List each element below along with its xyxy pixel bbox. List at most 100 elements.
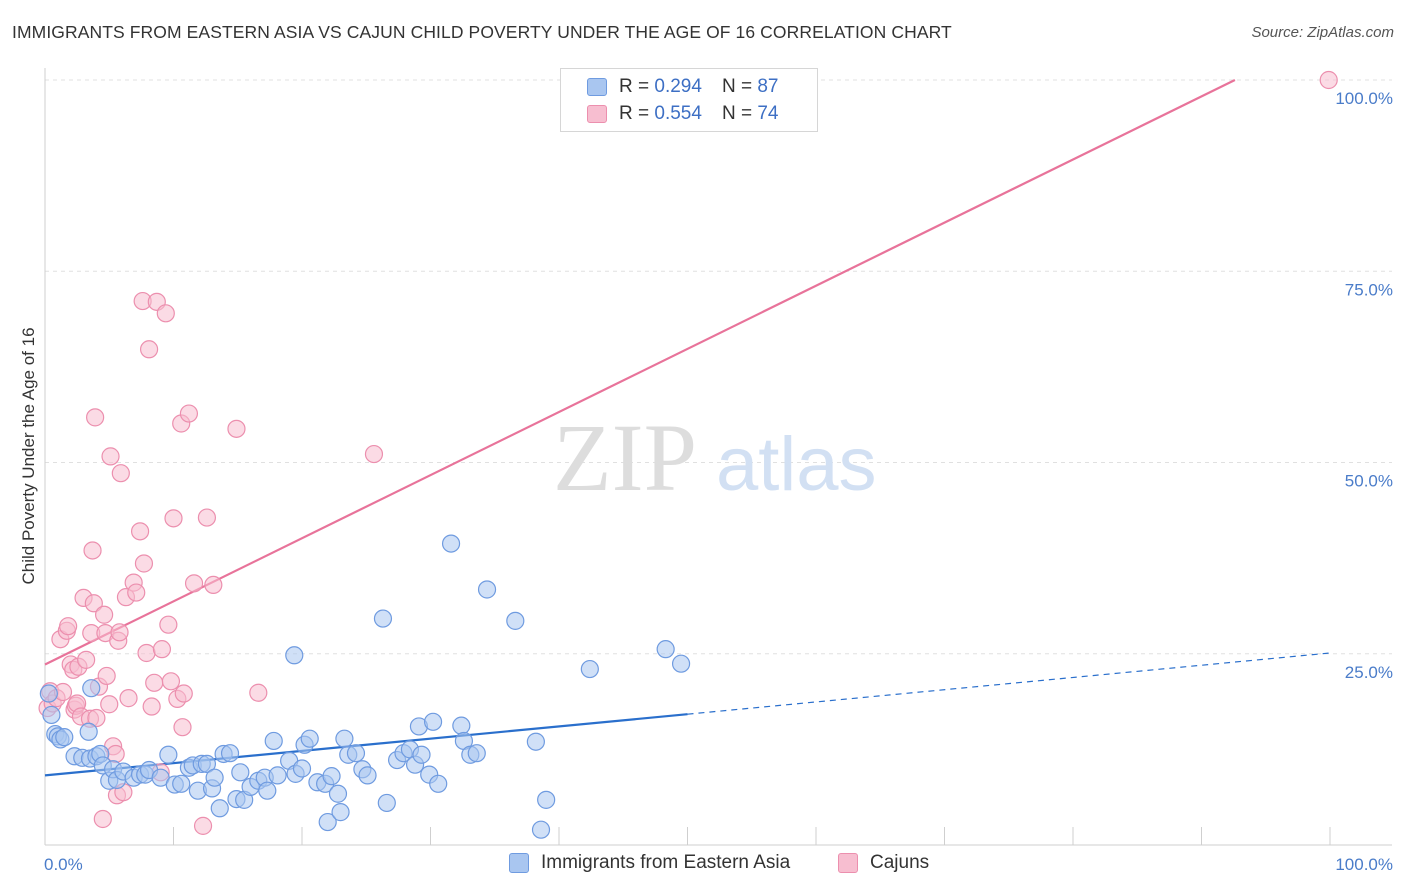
legend-swatch-cajuns	[587, 105, 607, 123]
point-cajun	[100, 695, 119, 714]
point-cajun	[174, 684, 193, 703]
legend-r-value: 0.554	[654, 103, 702, 124]
watermark: ZIP atlas	[553, 404, 877, 511]
point-cajun	[130, 522, 150, 541]
point-cajun	[152, 640, 172, 659]
legend-label-eastern-asia: Immigrants from Eastern Asia	[541, 852, 791, 873]
point-eastern-asia	[373, 609, 393, 628]
point-cajun	[197, 508, 217, 527]
legend-r-value: 0.294	[654, 76, 702, 97]
point-cajun	[86, 408, 105, 427]
point-cajun	[127, 583, 146, 602]
point-cajun	[159, 615, 178, 634]
point-cajun	[83, 541, 102, 560]
x-tick-label: 0.0%	[44, 855, 83, 874]
y-axis-label: Child Poverty Under the Age of 16	[19, 327, 38, 584]
point-eastern-asia	[441, 534, 461, 553]
point-cajun	[134, 554, 154, 573]
point-eastern-asia	[210, 799, 229, 818]
point-cajun	[227, 419, 246, 438]
point-cajun	[164, 509, 183, 528]
y-tick-label: 50.0%	[1345, 472, 1393, 491]
series-legend: Immigrants from Eastern Asia Cajuns	[0, 852, 1406, 878]
point-eastern-asia	[429, 774, 448, 793]
legend-r-label: R =	[619, 76, 650, 97]
point-cajun	[145, 673, 164, 692]
trend-line-cajuns	[44, 79, 1236, 666]
point-eastern-asia	[671, 654, 691, 673]
source-credit: Source: ZipAtlas.com	[1251, 24, 1394, 41]
trend-line-extension	[687, 652, 1331, 715]
point-cajun	[249, 683, 268, 702]
y-tick-label: 75.0%	[1345, 280, 1393, 299]
point-cajun	[77, 650, 96, 669]
point-cajun	[179, 404, 199, 423]
point-cajun	[1319, 70, 1338, 90]
legend-item-cajuns: Cajuns	[838, 852, 929, 874]
point-eastern-asia	[231, 763, 250, 782]
point-cajun	[142, 697, 161, 716]
legend-label-cajuns: Cajuns	[870, 852, 930, 873]
point-eastern-asia	[328, 784, 348, 803]
point-cajun	[95, 605, 114, 624]
point-eastern-asia	[412, 745, 431, 764]
y-tick-label: 100.0%	[1335, 89, 1393, 108]
point-cajun	[139, 340, 159, 359]
legend-item-eastern-asia: Immigrants from Eastern Asia	[509, 852, 790, 874]
point-cajun	[84, 594, 103, 613]
point-cajun	[97, 666, 116, 686]
point-eastern-asia	[452, 716, 471, 735]
point-eastern-asia	[264, 731, 283, 751]
point-eastern-asia	[335, 729, 354, 748]
point-eastern-asia	[531, 820, 551, 839]
point-eastern-asia	[268, 766, 287, 785]
point-eastern-asia	[82, 679, 101, 698]
point-eastern-asia	[300, 729, 319, 748]
watermark-atlas: atlas	[716, 422, 877, 507]
stats-legend: R = 0.294 N = 87 R = 0.554 N = 74	[560, 68, 818, 132]
point-cajun	[119, 689, 138, 708]
watermark-zip: ZIP	[553, 404, 697, 511]
point-eastern-asia	[346, 744, 366, 763]
y-tick-label: 25.0%	[1345, 663, 1393, 682]
point-eastern-asia	[159, 745, 178, 764]
legend-n-value: 87	[757, 76, 779, 97]
point-cajun	[364, 444, 384, 464]
point-cajun	[173, 718, 192, 737]
legend-swatch-eastern-asia	[587, 78, 607, 96]
point-eastern-asia	[205, 768, 224, 787]
legend-n-label: N =	[721, 76, 753, 97]
point-eastern-asia	[197, 754, 217, 774]
x-tick-label: 100.0%	[1335, 855, 1393, 874]
chart-title: IMMIGRANTS FROM EASTERN ASIA VS CAJUN CH…	[12, 22, 952, 42]
point-cajun	[93, 809, 112, 829]
point-eastern-asia	[42, 705, 61, 725]
point-cajun	[204, 575, 223, 595]
legend-row-eastern-asia: R = 0.294 N = 87	[587, 75, 778, 99]
point-eastern-asia	[656, 640, 675, 659]
point-eastern-asia	[172, 774, 191, 793]
point-eastern-asia	[331, 803, 350, 822]
point-eastern-asia	[285, 646, 304, 665]
point-eastern-asia	[318, 812, 337, 832]
data-points	[38, 70, 1338, 839]
point-cajun	[193, 816, 213, 835]
legend-n-value: 74	[757, 103, 779, 124]
legend-row-cajuns: R = 0.554 N = 74	[587, 102, 778, 126]
point-eastern-asia	[79, 722, 98, 741]
point-eastern-asia	[358, 766, 377, 785]
tick-labels: 25.0% 50.0% 75.0% 100.0% 0.0% 100.0%	[44, 89, 1393, 874]
point-eastern-asia	[477, 580, 497, 599]
point-eastern-asia	[322, 767, 341, 786]
point-cajun	[184, 574, 204, 593]
point-cajun	[161, 672, 181, 691]
legend-n-label: N =	[721, 103, 753, 124]
point-eastern-asia	[526, 732, 545, 751]
point-eastern-asia	[506, 611, 525, 630]
legend-swatch-eastern-asia	[509, 853, 529, 873]
point-eastern-asia	[39, 684, 58, 703]
point-eastern-asia	[258, 781, 277, 800]
point-cajun	[111, 464, 130, 483]
point-eastern-asia	[377, 793, 396, 813]
